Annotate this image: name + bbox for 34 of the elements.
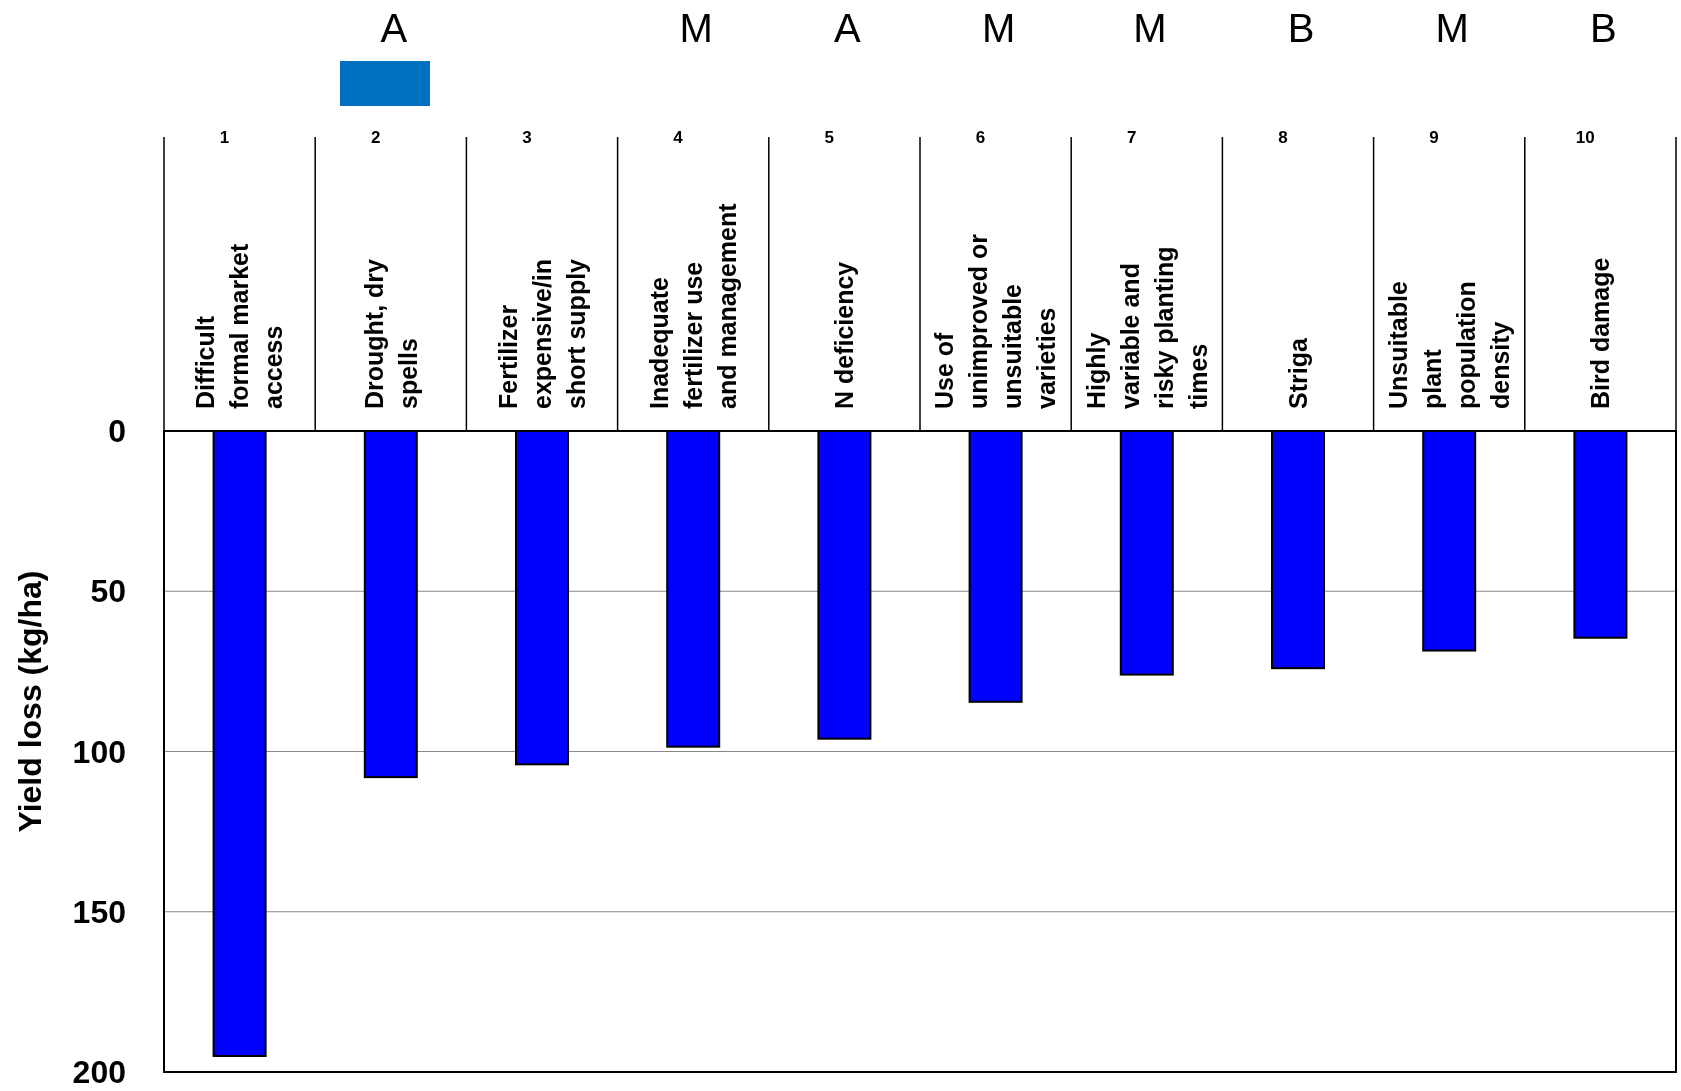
text: 1 (219, 127, 230, 147)
x-tick-label: Drought, dry spells (359, 258, 422, 409)
y-axis-title: Yield loss (kg/ha) (12, 570, 49, 833)
text: 7 (1126, 127, 1137, 147)
x-tick-label: Use of unimproved or unsuitable varieties (930, 233, 1061, 409)
text: A (834, 6, 862, 50)
x-tick-label: Highly variable and risky planting times (1081, 246, 1212, 409)
x-tick-label: Unsuitable plant population density (1383, 281, 1514, 409)
y-tick-label: 100 (72, 733, 126, 770)
text: 6 (975, 127, 986, 147)
x-tick-label: Fertilizer expensive/in short supply (493, 258, 590, 409)
x-tick-label: Bird damage (1586, 257, 1615, 409)
text: A (380, 6, 408, 50)
text: 8 (1278, 127, 1288, 147)
y-tick-label: 0 (108, 413, 126, 450)
text: M (981, 6, 1016, 50)
y-tick-label: 200 (72, 1054, 126, 1091)
text: B (1590, 6, 1617, 50)
text: M (1435, 6, 1469, 50)
text: 9 (1429, 127, 1439, 147)
text: B (1287, 6, 1315, 50)
text: M (679, 6, 713, 50)
text: M (1133, 6, 1167, 50)
text: 2 (370, 127, 381, 147)
text: 4 (673, 127, 684, 147)
text: 10 (1575, 127, 1595, 147)
text: 3 (522, 127, 532, 147)
x-tick-label: Difficult formal market access (191, 242, 288, 409)
y-tick-label: 50 (90, 573, 126, 610)
x-tick-label: N deficiency (830, 261, 859, 409)
y-tick-label: 150 (72, 893, 126, 930)
x-tick-label: Inadequate fertilizer use and management (644, 202, 741, 409)
x-tick-label: Striga (1283, 337, 1312, 409)
text: 5 (824, 127, 835, 147)
